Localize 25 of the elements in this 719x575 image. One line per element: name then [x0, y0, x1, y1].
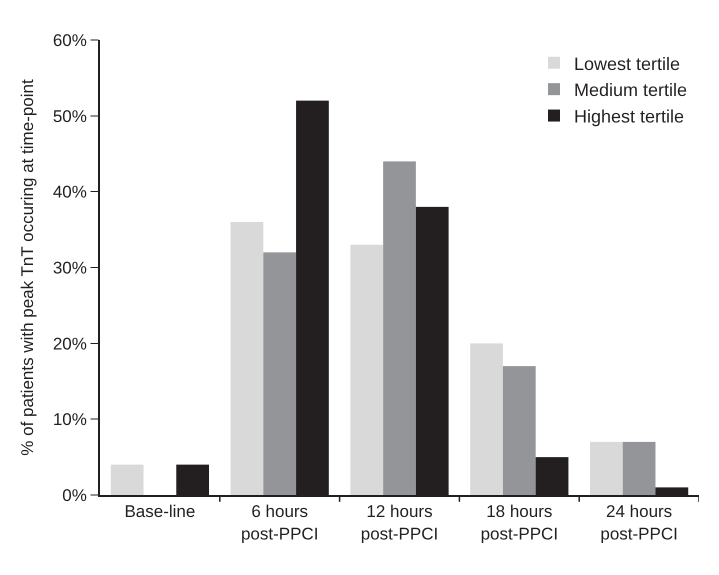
y-axis-title: % of patients with peak TnT occuring at time-point	[18, 79, 37, 456]
bar	[590, 442, 623, 495]
x-tick-label: 6 hours post-PPCI	[240, 502, 318, 544]
y-tick-label: 0%	[62, 486, 87, 505]
y-tick-label: 50%	[52, 106, 87, 126]
bar	[383, 161, 416, 495]
legend-label: Lowest tertile	[574, 54, 680, 74]
y-tick-label: 30%	[52, 258, 87, 278]
x-tick-label: 24 hours post-PPCI	[600, 502, 678, 544]
bar	[622, 442, 656, 495]
x-tick-label: Base-line	[124, 502, 196, 522]
y-tick-label: 20%	[52, 334, 87, 354]
y-tick-label: 10%	[52, 410, 87, 430]
bar	[502, 366, 536, 495]
y-tick-label: 60%	[52, 30, 87, 50]
bar	[470, 343, 503, 495]
bar	[350, 244, 384, 495]
bar	[230, 222, 264, 495]
legend-label: Highest tertile	[574, 106, 684, 127]
bar	[263, 252, 296, 495]
x-tick-label: 18 hours post-PPCI	[480, 502, 558, 544]
x-tick-label: 12 hours post-PPCI	[360, 502, 438, 544]
y-tick-label: 40%	[52, 182, 87, 202]
legend-label: Medium tertile	[574, 80, 688, 100]
bar	[110, 464, 144, 495]
